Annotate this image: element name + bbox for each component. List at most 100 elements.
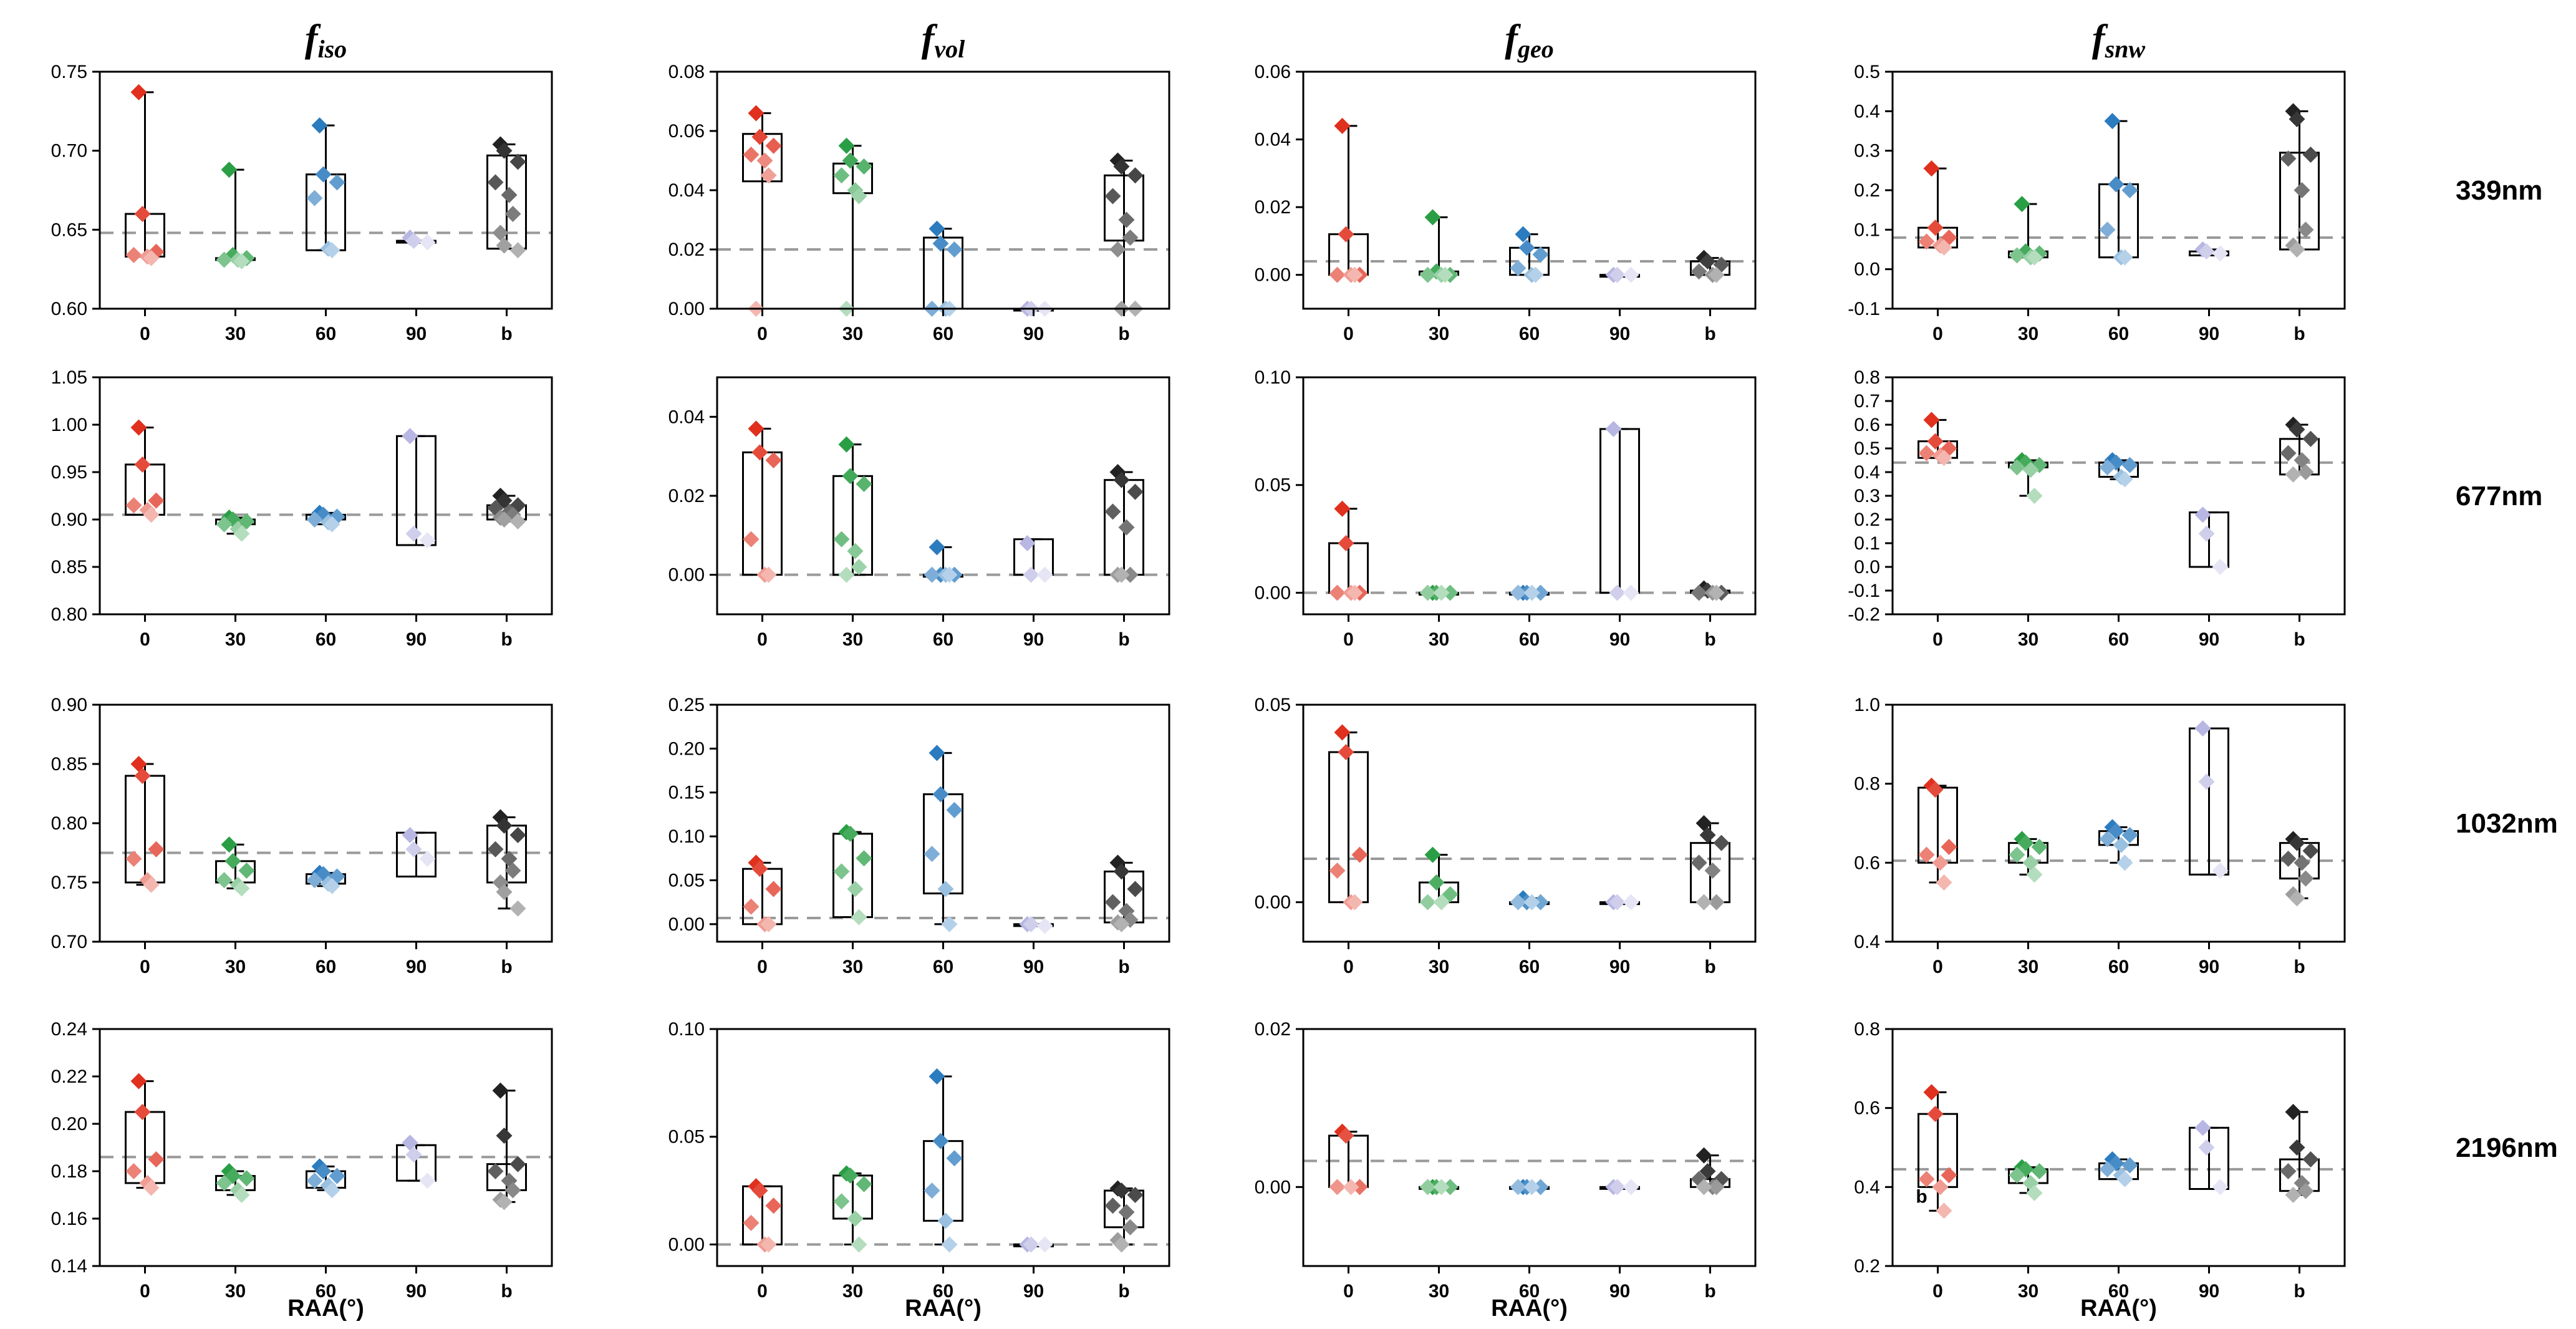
data-point: [1936, 450, 1952, 466]
wavelength-label: 677nm: [2456, 481, 2542, 511]
panel-f_iso-677nm: 0.80 0.85 0.90 0.95 1.00 1.05 0 30 60 90 b: [51, 367, 553, 650]
data-point: [2294, 452, 2310, 468]
plot-frame: [99, 703, 553, 943]
data-point: [929, 539, 945, 556]
data-point: [216, 516, 233, 533]
data-point: [509, 900, 526, 917]
panel-f_geo-677nm: 0.00 0.05 0.10 0 30 60 90 b: [1255, 367, 1757, 650]
data-point: [838, 566, 855, 583]
column-title-snw: fsnw: [2092, 17, 2145, 63]
data-point: [324, 1182, 340, 1199]
data-point: [1338, 744, 1354, 760]
x-tick-label: 60: [933, 957, 953, 977]
data-point: [765, 881, 782, 897]
data-point: [1936, 874, 1952, 891]
wavelength-label: 1032nm: [2456, 808, 2558, 839]
data-point: [405, 841, 422, 858]
data-point: [743, 898, 760, 915]
panel-f_geo-339nm: 0.00 0.02 0.04 0.06 0 30 60 90 b: [1255, 62, 1757, 344]
y-tick-label: 0.05: [668, 1127, 705, 1148]
data-point: [1338, 1128, 1354, 1144]
data-point: [1122, 1219, 1139, 1235]
wavelength-label: 2196nm: [2456, 1133, 2558, 1163]
data-point: [847, 1211, 864, 1227]
data-point: [130, 1073, 147, 1090]
x-tick-label: 0: [140, 629, 150, 650]
y-tick-label: 0.2: [1854, 180, 1880, 201]
data-point: [1609, 894, 1626, 911]
data-point: [2099, 831, 2116, 848]
y-tick-label: 0.20: [668, 738, 705, 759]
x-tick-label: 30: [2018, 957, 2038, 977]
y-tick-label: 0.1: [1854, 533, 1880, 554]
x-tick-label: 0: [757, 957, 768, 977]
data-point: [1523, 584, 1540, 601]
data-point: [1532, 246, 1549, 263]
data-point: [1419, 894, 1436, 911]
y-tick-label: 0.06: [668, 121, 705, 142]
y-tick-label: 0.6: [1854, 1098, 1880, 1119]
y-tick-label: 0.18: [51, 1161, 87, 1182]
panel-f_iso-2196nm: 0.14 0.16 0.18 0.20 0.22 0.24 0 30 60 90 b: [51, 1019, 553, 1302]
box: [396, 831, 437, 877]
plot-frame: [99, 376, 553, 616]
data-point: [937, 1212, 954, 1229]
data-point: [851, 559, 867, 575]
data-point: [2099, 459, 2116, 476]
data-point: [1023, 916, 1040, 932]
data-point: [306, 1172, 323, 1189]
column-title-vol: fvol: [922, 17, 965, 63]
data-point: [1609, 584, 1626, 601]
data-point: [238, 513, 255, 530]
y-tick-label: 0.4: [1854, 932, 1880, 952]
y-tick-label: 0.25: [668, 695, 705, 715]
data-point: [1510, 584, 1527, 601]
data-point: [2212, 1179, 2229, 1196]
data-point: [2026, 866, 2043, 883]
data-point: [1713, 834, 1730, 851]
data-point: [1329, 863, 1346, 879]
data-point: [2116, 1171, 2133, 1187]
y-tick-label: 0.1: [1854, 220, 1880, 240]
data-point: [765, 452, 782, 468]
x-axis-title: RAA(°): [287, 1295, 364, 1322]
data-point: [216, 872, 233, 889]
data-point: [1927, 1106, 1944, 1123]
data-point: [1127, 167, 1144, 184]
data-point: [324, 877, 340, 894]
data-point: [856, 158, 872, 175]
x-tick-label: b: [2294, 629, 2305, 650]
data-point: [2289, 111, 2305, 127]
data-point: [842, 152, 859, 169]
annotation-label: b: [1916, 1187, 1927, 1207]
x-tick-label: b: [2294, 1281, 2305, 1302]
data-point: [306, 190, 323, 206]
x-tick-label: 30: [842, 1281, 863, 1302]
data-point: [1104, 503, 1121, 520]
x-tick-label: 90: [1609, 324, 1630, 344]
data-point: [1623, 584, 1639, 601]
data-point: [2212, 863, 2229, 879]
data-point: [760, 167, 777, 184]
data-point: [2280, 1163, 2297, 1179]
x-axis-title: RAA(°): [905, 1295, 982, 1322]
data-point: [324, 516, 340, 533]
x-tick-label: b: [1118, 957, 1129, 977]
data-point: [1113, 863, 1130, 880]
data-point: [233, 525, 250, 542]
data-point: [496, 511, 513, 528]
data-point: [509, 827, 526, 843]
data-point: [2194, 1119, 2211, 1136]
y-tick-label: 0.08: [668, 62, 705, 82]
data-point: [216, 251, 233, 268]
y-tick-label: 0.24: [51, 1019, 87, 1040]
data-point: [1932, 1179, 1949, 1196]
data-point: [2302, 430, 2319, 447]
data-point: [1515, 226, 1532, 243]
box: [2189, 511, 2229, 568]
data-point: [2302, 1151, 2319, 1167]
x-tick-label: 60: [1519, 629, 1540, 650]
data-point: [1113, 566, 1130, 583]
data-point: [946, 1150, 963, 1167]
panel-f_vol-339nm: 0.00 0.02 0.04 0.06 0.08 0 30 60 90 b: [668, 62, 1170, 344]
